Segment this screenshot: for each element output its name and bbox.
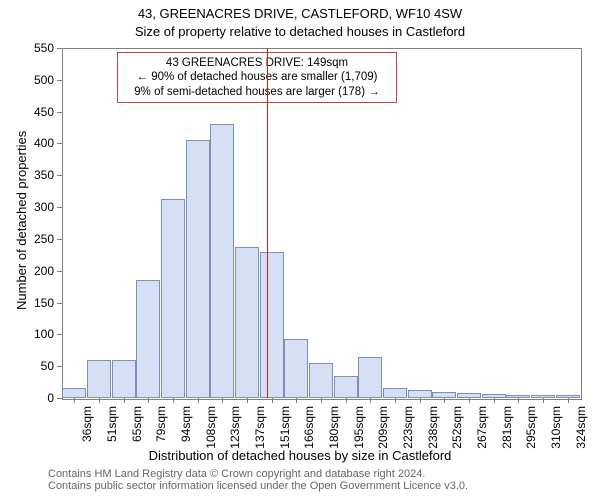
xtick-label: 180sqm <box>327 406 341 456</box>
histogram-bar <box>334 376 358 398</box>
xtick-mark <box>469 398 470 403</box>
histogram-bar <box>62 388 86 398</box>
ytick-mark <box>57 271 62 272</box>
xtick-label: 195sqm <box>352 406 366 456</box>
xtick-label: 166sqm <box>302 406 316 456</box>
ytick-mark <box>57 207 62 208</box>
xtick-mark <box>74 398 75 403</box>
marker-vertical-line <box>267 48 268 398</box>
xtick-mark <box>272 398 273 403</box>
histogram-bar <box>210 124 234 398</box>
ytick-mark <box>57 398 62 399</box>
xtick-label: 108sqm <box>204 406 218 456</box>
xtick-label: 137sqm <box>253 406 267 456</box>
xtick-mark <box>124 398 125 403</box>
xtick-mark <box>518 398 519 403</box>
ytick-mark <box>57 334 62 335</box>
xtick-label: 65sqm <box>130 406 144 456</box>
ytick-label: 300 <box>24 200 54 214</box>
xtick-mark <box>444 398 445 403</box>
annotation-line2: ← 90% of detached houses are smaller (1,… <box>122 70 392 84</box>
ytick-label: 250 <box>24 232 54 246</box>
histogram-bar <box>87 360 111 398</box>
xtick-mark <box>543 398 544 403</box>
ytick-label: 550 <box>24 41 54 55</box>
ytick-label: 150 <box>24 296 54 310</box>
ytick-mark <box>57 239 62 240</box>
histogram-bar <box>112 360 136 398</box>
xtick-label: 310sqm <box>549 406 563 456</box>
histogram-bar <box>358 357 382 398</box>
xtick-mark <box>296 398 297 403</box>
xtick-label: 223sqm <box>401 406 415 456</box>
ytick-label: 100 <box>24 327 54 341</box>
xtick-label: 151sqm <box>278 406 292 456</box>
ytick-label: 0 <box>24 391 54 405</box>
annotation-box: 43 GREENACRES DRIVE: 149sqm ← 90% of det… <box>117 52 397 103</box>
ytick-mark <box>57 143 62 144</box>
xtick-mark <box>420 398 421 403</box>
ytick-mark <box>57 80 62 81</box>
ytick-label: 450 <box>24 105 54 119</box>
xtick-mark <box>222 398 223 403</box>
histogram-bar <box>260 252 284 398</box>
xtick-label: 281sqm <box>500 406 514 456</box>
xtick-label: 209sqm <box>376 406 390 456</box>
xtick-mark <box>148 398 149 403</box>
xtick-mark <box>568 398 569 403</box>
histogram-bar <box>284 339 308 398</box>
xtick-label: 94sqm <box>179 406 193 456</box>
xtick-mark <box>173 398 174 403</box>
xtick-mark <box>346 398 347 403</box>
xtick-mark <box>99 398 100 403</box>
xtick-label: 51sqm <box>105 406 119 456</box>
y-axis-label: Number of detached properties <box>14 131 29 310</box>
ytick-label: 200 <box>24 264 54 278</box>
ytick-mark <box>57 366 62 367</box>
xtick-label: 123sqm <box>228 406 242 456</box>
xtick-label: 238sqm <box>426 406 440 456</box>
xtick-label: 79sqm <box>154 406 168 456</box>
ytick-mark <box>57 48 62 49</box>
annotation-line1: 43 GREENACRES DRIVE: 149sqm <box>122 56 392 70</box>
histogram-bar <box>186 140 210 398</box>
ytick-mark <box>57 175 62 176</box>
annotation-line3: 9% of semi-detached houses are larger (1… <box>122 85 392 99</box>
xtick-label: 252sqm <box>450 406 464 456</box>
xtick-label: 324sqm <box>574 406 588 456</box>
xtick-label: 295sqm <box>524 406 538 456</box>
histogram-bar <box>309 363 333 398</box>
ytick-label: 350 <box>24 168 54 182</box>
xtick-mark <box>395 398 396 403</box>
ytick-mark <box>57 112 62 113</box>
chart-title-line1: 43, GREENACRES DRIVE, CASTLEFORD, WF10 4… <box>0 6 600 21</box>
chart-title-line2: Size of property relative to detached ho… <box>0 24 600 39</box>
ytick-label: 400 <box>24 136 54 150</box>
ytick-mark <box>57 303 62 304</box>
xtick-label: 267sqm <box>475 406 489 456</box>
histogram-bar <box>136 280 160 398</box>
xtick-mark <box>321 398 322 403</box>
xtick-mark <box>370 398 371 403</box>
xtick-label: 36sqm <box>80 406 94 456</box>
histogram-bar <box>235 247 259 398</box>
histogram-bar <box>161 199 185 398</box>
footer-attribution: Contains HM Land Registry data © Crown c… <box>48 468 468 492</box>
histogram-bar <box>383 388 407 398</box>
ytick-label: 500 <box>24 73 54 87</box>
xtick-mark <box>247 398 248 403</box>
xtick-mark <box>494 398 495 403</box>
histogram-bar <box>408 390 432 398</box>
xtick-mark <box>198 398 199 403</box>
ytick-label: 50 <box>24 359 54 373</box>
